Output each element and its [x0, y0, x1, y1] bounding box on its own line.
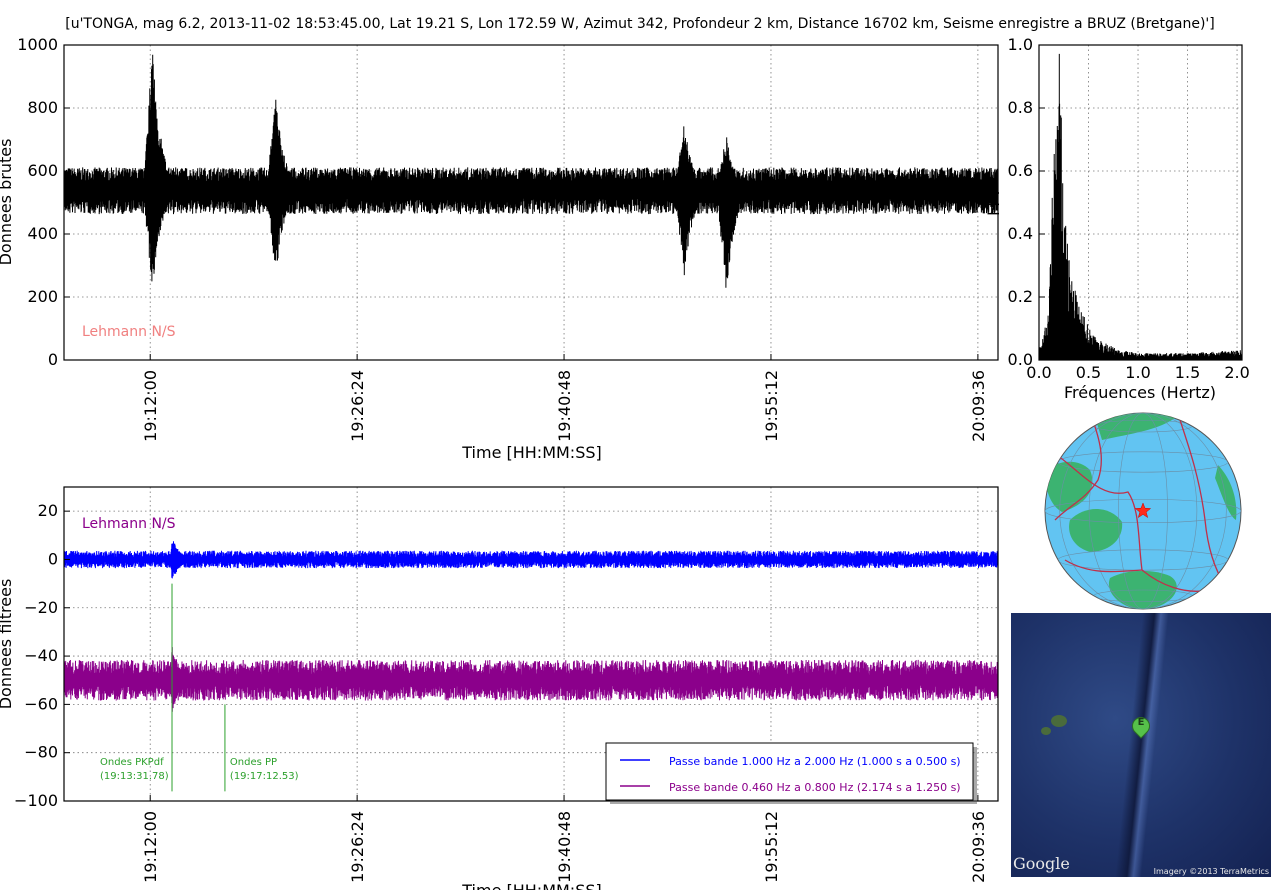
globe-map: [1044, 412, 1242, 610]
map-marker-label: E: [1137, 717, 1145, 728]
spectrum-x-axis-label: Fréquences (Hertz): [1064, 383, 1216, 402]
raw-x-tick-label: 20:09:36: [969, 370, 988, 442]
phase-markers: Ondes PKPdf (19:13:31.78) Ondes PP (19:17:1…: [100, 583, 299, 792]
spectrum-y-tick-label: 0.2: [1008, 287, 1033, 306]
spectrum-chart: 0.0 0.5 1.0 1.5 2.0 0.0 0.2 0.4 0.6 0.8 1.0 Fréque…: [984, 35, 1250, 402]
legend-entry-purple: Passe bande 0.460 Hz a 0.800 Hz (2.174 s…: [669, 781, 961, 794]
filtered-y-tick-label: 0: [48, 549, 58, 568]
map-brand-logo: Google: [1013, 854, 1070, 873]
filtered-y-axis-label: Donnees filtrees: [0, 579, 15, 710]
filtered-y-tick-label: −80: [24, 743, 58, 762]
plate-boundary: [1054, 417, 1102, 521]
raw-y-tick-label: 800: [27, 98, 58, 117]
raw-x-axis-label: Time [HH:MM:SS]: [461, 443, 602, 462]
filtered-axis-ticks: 19:12:00 19:26:24 19:40:48 19:55:12 20:09:36…: [14, 501, 988, 883]
plate-boundary: [1064, 559, 1143, 573]
spectrum-x-tick-label: 1.5: [1175, 363, 1200, 382]
raw-series-line: [63, 54, 999, 288]
map-credit: Imagery ©2013 TerraMetrics: [1153, 867, 1269, 876]
spectrum-plot-frame: [1038, 44, 1243, 361]
spectrum-y-axis-label: FFT: [984, 188, 1003, 216]
filtered-y-tick-label: −60: [24, 694, 58, 713]
spectrum-x-tick-label: 0.5: [1076, 363, 1101, 382]
spectrum-series-line: [1038, 53, 1243, 360]
raw-annotation: Lehmann N/S: [82, 324, 176, 340]
globe-landmass-north: [1096, 413, 1178, 440]
globe-graticule: [1045, 413, 1241, 609]
raw-x-tick-label: 19:12:00: [141, 370, 160, 442]
raw-y-axis-label: Donnees brutes: [0, 139, 15, 266]
raw-y-tick-label: 1000: [17, 35, 58, 54]
filtered-x-tick-label: 19:26:24: [348, 811, 367, 883]
globe-meridian: [1088, 413, 1198, 609]
spectrum-y-tick-label: 0.4: [1008, 224, 1033, 243]
raw-y-tick-label: 400: [27, 224, 58, 243]
filtered-series-line-purple: [63, 647, 999, 712]
filtered-x-tick-label: 19:12:00: [141, 811, 160, 883]
filtered-x-tick-label: 20:09:36: [969, 811, 988, 883]
globe-meridian: [1059, 413, 1227, 609]
globe-parallel: [1093, 419, 1193, 433]
spectrum-axis-ticks: 0.0 0.5 1.0 1.5 2.0 0.0 0.2 0.4 0.6 0.8 1.0: [1008, 35, 1250, 382]
globe-parallel: [1045, 498, 1241, 524]
raw-x-tick-label: 19:55:12: [762, 370, 781, 442]
filtered-signal-chart: Ondes PKPdf (19:13:31.78) Ondes PP (19:17:1…: [0, 486, 999, 890]
filtered-y-tick-label: −40: [24, 646, 58, 665]
globe-meridian: [1118, 413, 1168, 609]
raw-plot-frame: [63, 44, 999, 361]
phase-marker-time: (19:13:31.78): [100, 771, 169, 782]
chart-title: [u'TONGA, mag 6.2, 2013-11-02 18:53:45.0…: [65, 16, 1214, 32]
plate-boundary: [1049, 449, 1143, 571]
map-island: [1041, 727, 1051, 735]
phase-marker-label: Ondes PP: [230, 757, 277, 768]
filtered-annotation: Lehmann N/S: [82, 516, 176, 532]
raw-x-tick-label: 19:40:48: [555, 370, 574, 442]
map-trench: [1115, 613, 1169, 877]
spectrum-y-tick-label: 0.6: [1008, 161, 1033, 180]
legend-box: [605, 742, 974, 801]
filtered-y-tick-label: −100: [14, 791, 58, 810]
raw-y-tick-label: 0: [48, 350, 58, 369]
filtered-x-tick-label: 19:55:12: [762, 811, 781, 883]
globe-parallel: [1057, 451, 1229, 473]
globe-parallel: [1093, 589, 1193, 603]
spectrum-x-tick-label: 2.0: [1224, 363, 1249, 382]
raw-axis-ticks: 19:12:00 19:26:24 19:40:48 19:55:12 20:09:36…: [17, 35, 988, 442]
filtered-y-tick-label: −20: [24, 598, 58, 617]
globe-landmass-australia: [1069, 508, 1123, 552]
globe-landmass-america: [1215, 465, 1237, 520]
legend-entry-blue: Passe bande 1.000 Hz a 2.000 Hz (1.000 s…: [669, 755, 961, 768]
spectrum-y-tick-label: 0.8: [1008, 98, 1033, 117]
star-icon: [1134, 502, 1152, 519]
plate-boundary: [1179, 419, 1226, 586]
raw-signal-chart: 19:12:00 19:26:24 19:40:48 19:55:12 20:09:36…: [0, 35, 999, 462]
raw-y-tick-label: 600: [27, 161, 58, 180]
satellite-map: E Google Imagery ©2013 TerraMetrics: [1011, 613, 1271, 877]
filtered-x-axis-label: Time [HH:MM:SS]: [461, 881, 602, 890]
raw-x-tick-label: 19:26:24: [348, 370, 367, 442]
map-island: [1051, 715, 1067, 727]
phase-marker-time: (19:17:12.53): [230, 771, 299, 782]
filtered-y-tick-label: 20: [38, 501, 58, 520]
raw-y-tick-label: 200: [27, 287, 58, 306]
filtered-series-line-blue: [63, 541, 999, 579]
spectrum-x-tick-label: 1.0: [1125, 363, 1150, 382]
spectrum-x-tick-label: 0.0: [1026, 363, 1051, 382]
spectrum-y-tick-label: 0.0: [1008, 350, 1033, 369]
spectrum-y-tick-label: 1.0: [1008, 35, 1033, 54]
phase-marker-label: Ondes PKPdf: [100, 757, 164, 768]
filtered-plot-frame: [63, 486, 999, 802]
filtered-x-tick-label: 19:40:48: [555, 811, 574, 883]
